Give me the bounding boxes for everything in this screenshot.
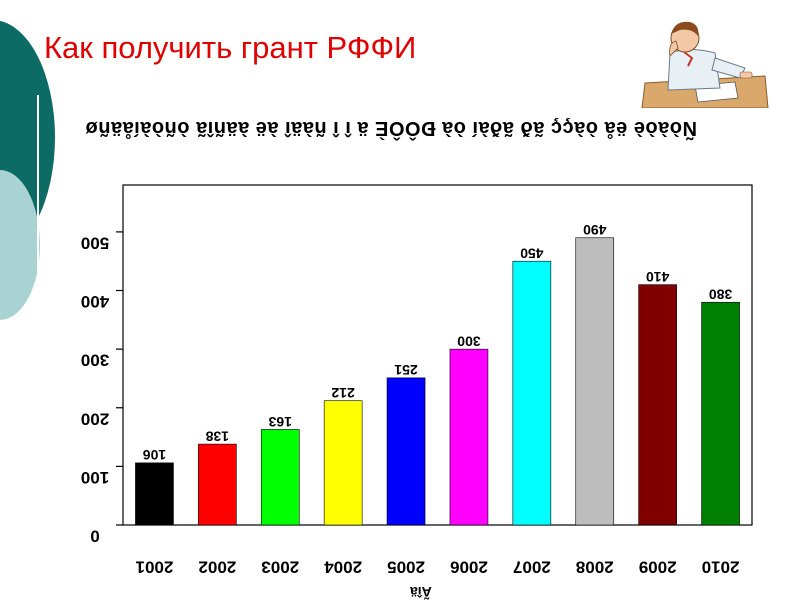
- x-tick-label: 2001: [136, 558, 174, 577]
- bar-value-label: 380: [709, 287, 733, 303]
- bar-2010: [701, 301, 740, 526]
- y-tick-label: 300: [81, 351, 109, 370]
- bar-2003: [260, 429, 300, 526]
- bar-value-label: 490: [583, 222, 607, 238]
- bar-value-label: 138: [205, 428, 229, 444]
- y-tick-label: 400: [81, 292, 109, 311]
- y-tick-label: 200: [81, 409, 109, 428]
- x-axis-label: Ãîä: [410, 584, 432, 600]
- x-tick-label: 2004: [324, 558, 362, 577]
- x-tick-label: 2006: [450, 558, 488, 577]
- x-tick-label: 2007: [513, 558, 551, 577]
- y-tick-label: 500: [81, 233, 109, 252]
- bar-value-label: 106: [143, 447, 167, 463]
- bar-2004: [323, 400, 363, 526]
- x-tick-label: 2010: [702, 558, 740, 577]
- x-tick-label: 2005: [387, 558, 425, 577]
- divider-line: [37, 95, 39, 600]
- x-tick-label: 2002: [198, 558, 236, 577]
- bar-2009: [638, 284, 677, 526]
- bar-value-label: 163: [268, 414, 292, 430]
- bar-2008: [575, 237, 615, 526]
- bar-value-label: 410: [646, 269, 670, 285]
- slide-title: Как получить грант РФФИ: [44, 30, 417, 65]
- bar-2006: [449, 348, 489, 526]
- bar-value-label: 450: [520, 246, 544, 262]
- plot-frame: [122, 184, 753, 526]
- x-tick-label: 2009: [639, 558, 677, 577]
- bar-2007: [512, 260, 552, 526]
- y-tick-label: 0: [90, 527, 99, 546]
- tired-man-clipart-icon: [641, 21, 769, 108]
- x-tick-label: 2008: [576, 558, 614, 577]
- bar-2001: [135, 462, 174, 526]
- bar-value-label: 212: [331, 385, 355, 401]
- bar-value-label: 300: [457, 333, 481, 349]
- y-tick-label: 100: [81, 468, 109, 487]
- x-tick-label: 2003: [261, 558, 299, 577]
- bar-value-label: 251: [394, 362, 418, 378]
- bar-2005: [386, 377, 426, 526]
- bar-2002: [198, 443, 237, 526]
